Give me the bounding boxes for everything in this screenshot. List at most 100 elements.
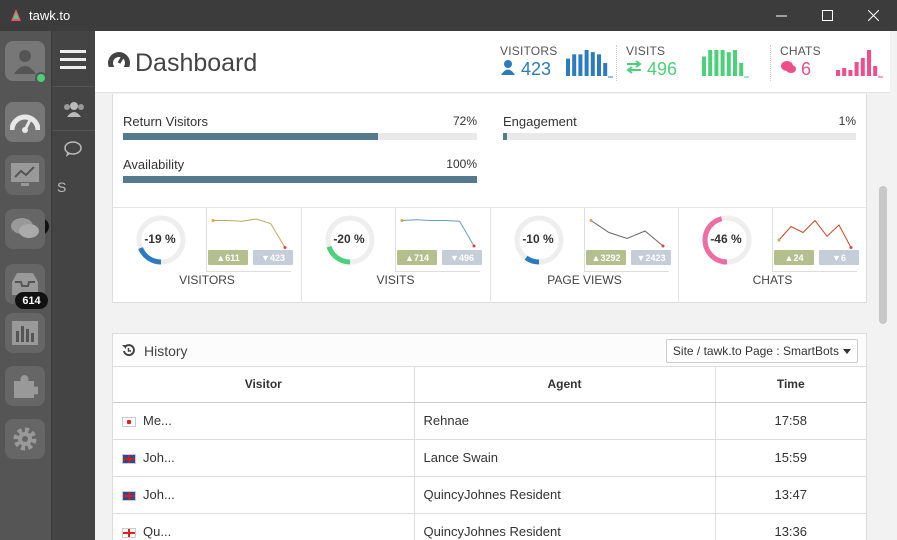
up-arrow-icon: ▲ bbox=[784, 252, 794, 263]
site-filter-dropdown[interactable]: Site / tawk.to Page : SmartBots bbox=[665, 339, 858, 363]
current-value-badge: ▼ 423 bbox=[253, 250, 293, 265]
monitor-icon bbox=[11, 163, 39, 186]
settings-nav[interactable] bbox=[5, 419, 45, 459]
profile-avatar[interactable] bbox=[5, 41, 47, 84]
vertical-scrollbar[interactable] bbox=[879, 186, 887, 324]
minimize-button[interactable] bbox=[758, 0, 804, 31]
stat-bar bbox=[860, 58, 865, 76]
hamburger-menu-button[interactable] bbox=[60, 49, 86, 76]
change-percent: -19 % bbox=[144, 232, 176, 246]
chat-toggle[interactable] bbox=[64, 141, 82, 162]
gauge-arc bbox=[702, 215, 752, 265]
time-cell: 17:58 bbox=[715, 402, 866, 440]
metric-percent: 72% bbox=[452, 114, 477, 128]
column-agent[interactable]: Agent bbox=[414, 367, 716, 403]
change-gauge bbox=[514, 215, 564, 265]
site-filter-value: Site / tawk.to Page : SmartBots bbox=[672, 344, 839, 358]
history-icon bbox=[122, 344, 135, 357]
table-row[interactable]: Qu... QuincyJohnes Resident 13:36 bbox=[113, 513, 866, 540]
stat-bar bbox=[702, 56, 706, 76]
change-percent: -46 % bbox=[710, 232, 742, 246]
sidebar-letter: S bbox=[57, 179, 67, 195]
history-table: Visitor Agent Time Me... Rehnae 17:58 Joh..… bbox=[113, 367, 866, 540]
stat-bar bbox=[867, 50, 871, 76]
bar-chart-icon bbox=[12, 321, 38, 345]
change-percent: -10 % bbox=[522, 232, 554, 246]
stat-bar bbox=[714, 50, 719, 76]
messaging-nav[interactable] bbox=[5, 209, 45, 249]
stat-bar bbox=[566, 58, 570, 76]
main-content: Dashboard VISITORS 423 VISITS 496 CHATS 6 Ret… bbox=[95, 31, 897, 540]
table-row[interactable]: Me... Rehnae 17:58 bbox=[113, 402, 866, 440]
addons-nav[interactable] bbox=[5, 366, 45, 406]
visitor-cell: Me... bbox=[113, 402, 415, 440]
stat-bar bbox=[597, 54, 601, 76]
visitors-toggle[interactable] bbox=[52, 86, 95, 131]
stat-card-label: VISITS bbox=[376, 273, 415, 287]
down-arrow-icon: ▼ bbox=[261, 252, 270, 263]
stat-value: 423 bbox=[521, 59, 552, 79]
speech-bubble-icon bbox=[64, 141, 82, 157]
time-cell: 15:59 bbox=[715, 439, 866, 477]
agent-cell: QuincyJohnes Resident bbox=[414, 476, 716, 514]
progress-fill bbox=[503, 133, 507, 140]
stat-card-visits: -20 % ▲ 714 ▼ 496 VISITS bbox=[301, 208, 489, 302]
maximize-button[interactable] bbox=[804, 0, 850, 31]
stat-card-chats: -46 % ▲ 24 ▼ 6 CHATS bbox=[678, 208, 866, 302]
stat-bar bbox=[720, 50, 725, 76]
metric-percent: 100% bbox=[446, 157, 477, 171]
stat-bar bbox=[590, 52, 595, 76]
stat-bar bbox=[854, 62, 859, 76]
history-title: History bbox=[144, 343, 188, 359]
overview-panel: Return Visitors 72% Engagement 1% Availa… bbox=[112, 94, 867, 303]
stat-value: 496 bbox=[647, 59, 678, 79]
stat-bar bbox=[739, 63, 744, 76]
previous-value-badge: ▲ 611 bbox=[208, 250, 248, 265]
table-row[interactable]: Joh... QuincyJohnes Resident 13:47 bbox=[113, 476, 866, 514]
trend-sparkline bbox=[777, 219, 853, 249]
time-cell: 13:36 bbox=[715, 513, 866, 540]
column-visitor[interactable]: Visitor bbox=[113, 367, 415, 403]
reports-nav[interactable] bbox=[5, 313, 45, 353]
stat-card-label: CHATS bbox=[752, 273, 793, 287]
gear-icon bbox=[13, 427, 37, 451]
exchange-arrows-icon bbox=[626, 59, 642, 80]
monitoring-nav[interactable] bbox=[5, 155, 45, 195]
trend-sparkline bbox=[589, 219, 665, 248]
gauge-arc bbox=[514, 215, 564, 265]
stat-value: 6 bbox=[801, 59, 812, 79]
dashboard-gauge-icon bbox=[107, 52, 131, 73]
users-group-icon bbox=[63, 101, 84, 117]
flag-icon bbox=[122, 453, 136, 464]
stat-label: CHATS bbox=[780, 44, 821, 58]
stat-card-label: VISITORS bbox=[179, 273, 235, 287]
visitor-cell: Joh... bbox=[113, 439, 415, 477]
stat-sparkbar bbox=[836, 50, 883, 78]
previous-value-badge: ▲ 3292 bbox=[586, 250, 626, 265]
metric-label: Availability bbox=[123, 157, 185, 172]
stat-bar bbox=[848, 70, 853, 76]
metric-label: Return Visitors bbox=[123, 114, 209, 129]
dashboard-header: Dashboard VISITORS 423 VISITS 496 CHATS 6 bbox=[95, 31, 890, 93]
dashboard-nav[interactable] bbox=[5, 102, 45, 142]
stat-chats: CHATS 6 bbox=[780, 44, 883, 80]
stat-bar bbox=[578, 54, 583, 76]
close-button[interactable] bbox=[850, 0, 896, 31]
left-sidebar: 5 614 bbox=[0, 31, 51, 540]
stat-sparkbar bbox=[702, 50, 749, 78]
stat-card-page-views: -10 % ▲ 3292 ▼ 2423 PAGE VIEWS bbox=[490, 208, 678, 302]
agent-cell: QuincyJohnes Resident bbox=[414, 513, 716, 540]
visitor-cell: Joh... bbox=[113, 476, 415, 514]
table-row[interactable]: Joh... Lance Swain 15:59 bbox=[113, 439, 866, 477]
change-percent: -20 % bbox=[333, 232, 365, 246]
user-icon bbox=[500, 59, 516, 80]
online-status-dot bbox=[35, 72, 47, 84]
column-time[interactable]: Time bbox=[715, 367, 866, 403]
down-arrow-icon: ▼ bbox=[636, 252, 646, 263]
time-cell: 13:47 bbox=[715, 476, 866, 514]
up-arrow-icon: ▲ bbox=[216, 252, 226, 263]
stat-bar bbox=[836, 70, 840, 76]
history-panel: History Site / tawk.to Page : SmartBots … bbox=[112, 333, 867, 540]
chat-bubbles-icon bbox=[780, 59, 796, 80]
agent-cell: Rehnae bbox=[414, 402, 716, 440]
